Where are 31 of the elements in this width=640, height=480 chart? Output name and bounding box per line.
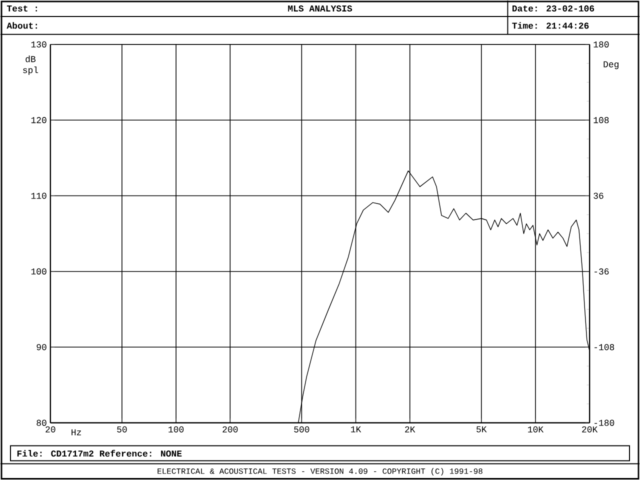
y2-tick-label: 36 (594, 192, 604, 199)
y2-tick-label: -180 (594, 420, 614, 426)
x-tick-label: 2K (405, 426, 416, 432)
x-tick-label: 1K (351, 426, 362, 432)
y-tick-label: 130 (31, 41, 46, 48)
y-axis-title: dB spl (23, 56, 38, 76)
text: File: CD1717m2 Reference: NONE (17, 450, 182, 457)
text: Test : (6, 6, 37, 12)
x-tick-label: 50 (117, 426, 127, 433)
x-tick-label: 5K (476, 426, 487, 432)
y2-tick-label: -36 (594, 268, 609, 275)
x-tick-label: 20 (46, 426, 56, 433)
x-tick-label: 200 (222, 426, 238, 433)
y-tick-label: 110 (31, 192, 46, 199)
y2-axis-title: Deg (604, 61, 618, 70)
x-axis-title: Hz (72, 429, 81, 436)
y2-tick-label: -108 (594, 344, 614, 350)
y-tick-label: 120 (31, 117, 46, 124)
text: Time: 21:44:26 (512, 22, 589, 29)
text: About: (6, 22, 37, 29)
y-tick-label: 80 (36, 420, 46, 426)
x-tick-label: 100 (168, 426, 184, 433)
y2-tick-label: 108 (594, 117, 609, 124)
y-tick-label: 100 (31, 268, 46, 275)
y-tick-label: 90 (36, 344, 46, 350)
x-tick-label: 20K (582, 426, 598, 433)
y2-tick-label: 180 (594, 42, 609, 48)
text: Date: 23-02-106 (512, 6, 594, 12)
x-tick-label: 500 (294, 426, 310, 433)
chart-title: MLS ANALYSIS (288, 6, 352, 12)
x-tick-label: 10K (528, 426, 544, 433)
